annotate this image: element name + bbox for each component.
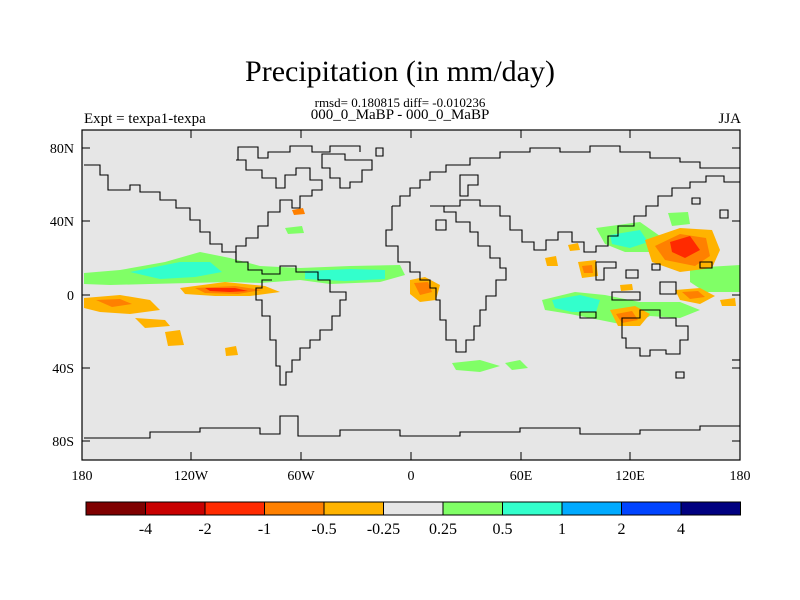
left-label: Expt = texpa1-texpa [84,111,206,127]
colorbar-label: 4 [677,521,685,538]
colorbar-box [264,501,325,516]
lat-label-0: 0 [67,289,74,304]
lat-label-40n: 40N [50,215,74,230]
lon-label-180w: 180 [72,469,93,484]
coastlines [84,145,740,439]
stats-line: rmsd= 0.180815 diff= -0.010236 [314,95,486,110]
colorbar-box [680,501,741,516]
negative-anomaly-patches [84,208,736,356]
lon-label-60w: 60W [287,469,315,484]
colorbar-box [383,501,444,516]
colorbar-label: 2 [618,521,626,538]
colorbar-box [561,501,622,516]
lon-label-120w: 120W [174,469,209,484]
lat-label-40s: 40S [52,362,74,377]
colorbar-label: 0.5 [493,521,513,538]
lat-label-80s: 80S [52,435,74,450]
colorbar-box [85,501,146,516]
lat-label-80n: 80N [50,142,74,157]
colorbar-box [145,501,206,516]
colorbar-label: -0.5 [311,521,336,538]
lon-label-120e: 120E [615,469,645,484]
map-background [82,130,740,460]
lat-tick-marks [82,147,740,442]
colorbar-label: 0.25 [429,521,457,538]
colorbar-box [323,501,384,516]
colorbar-label: -4 [139,521,152,538]
lon-label-0: 0 [408,469,415,484]
colorbar-label: -2 [198,521,211,538]
colorbar: -4 -2 -1 -0.5 -0.25 0.25 0.5 1 2 4 [85,501,741,538]
lon-label-60e: 60E [510,469,533,484]
lon-tick-marks [190,130,631,460]
colorbar-label: -1 [258,521,271,538]
experiment-title: 000_0_MaBP - 000_0_MaBP [310,107,490,123]
colorbar-label: 1 [558,521,566,538]
colorbar-box [621,501,682,516]
lon-label-180e: 180 [730,469,751,484]
plot-title: Precipitation (in mm/day) [245,55,555,88]
colorbar-box [502,501,563,516]
colorbar-label: -0.25 [367,521,400,538]
colorbar-box [442,501,503,516]
colorbar-box [204,501,265,516]
season-label: JJA [718,111,741,127]
